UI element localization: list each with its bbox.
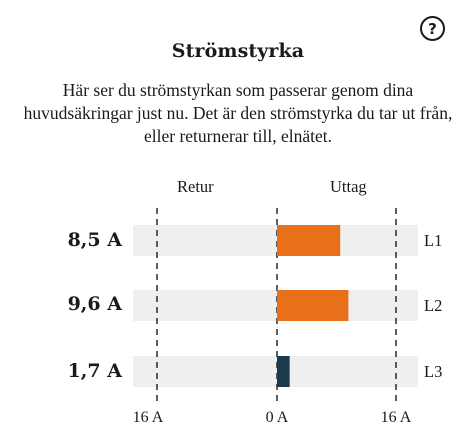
axis-label-zero: 0 A	[265, 409, 289, 426]
phase-value-l2: 9,6 A	[67, 293, 122, 315]
phase-value-l1: 8,5 A	[67, 229, 122, 251]
bar-l1	[277, 225, 341, 256]
phase-label-l2: L2	[424, 296, 443, 315]
phase-label-l1: L1	[424, 231, 443, 250]
svg-text:?: ?	[428, 20, 437, 38]
phase-label-l3: L3	[424, 362, 443, 381]
track-l2	[133, 290, 418, 321]
bar-l2	[277, 290, 349, 321]
draw-header: Uttag	[330, 177, 367, 196]
track-l1	[133, 225, 418, 256]
question-circle-icon: ?	[420, 16, 445, 41]
description-text: Här ser du strömstyrkan som passerar gen…	[23, 80, 453, 146]
axis-label-draw-max: 16 A	[380, 409, 412, 426]
help-button[interactable]: ?	[419, 15, 446, 42]
page-title: Strömstyrka	[171, 40, 305, 62]
track-l3	[133, 356, 418, 387]
axis-label-return-max: 16 A	[132, 409, 164, 426]
phase-value-l3: 1,7 A	[67, 360, 122, 382]
return-header: Retur	[177, 177, 214, 196]
bar-l3	[277, 356, 290, 387]
